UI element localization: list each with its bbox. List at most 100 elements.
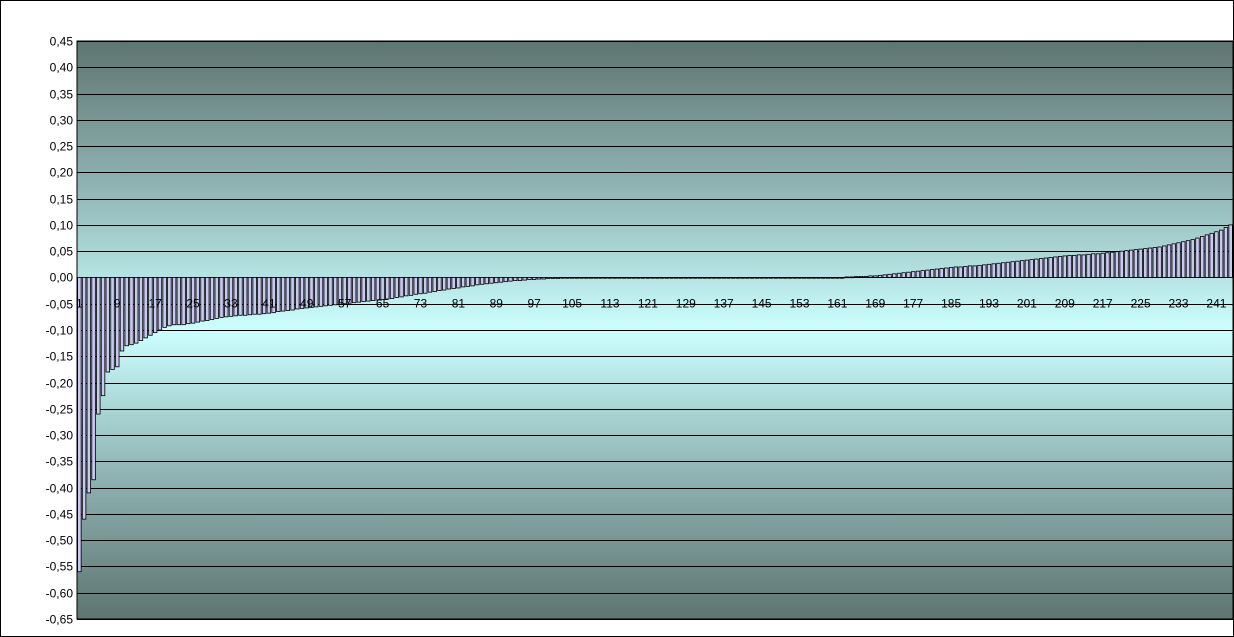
bar: [712, 277, 717, 279]
y-tick-label: 0,35: [50, 88, 74, 102]
bar: [200, 277, 205, 322]
bar: [195, 277, 200, 323]
bar: [238, 277, 243, 316]
bar: [550, 277, 556, 279]
bar: [707, 277, 712, 279]
bar: [764, 277, 769, 279]
y-tick-label: 0,25: [50, 140, 74, 154]
bar: [963, 266, 968, 278]
bar: [584, 277, 589, 279]
bar: [205, 277, 210, 321]
bar: [460, 277, 466, 288]
bar: [574, 277, 579, 279]
bar: [110, 277, 115, 370]
bar: [849, 276, 854, 279]
x-tick-label: 25: [186, 296, 200, 310]
bar: [745, 277, 750, 279]
y-tick-label: -0,65: [46, 613, 74, 627]
x-tick-label: 201: [1017, 296, 1037, 310]
bar: [243, 277, 248, 316]
x-tick-label: 161: [827, 296, 847, 310]
x-tick-label: 9: [114, 296, 121, 310]
bar: [162, 277, 167, 328]
bar: [295, 277, 300, 310]
bar: [408, 277, 414, 296]
bar: [532, 277, 537, 280]
bar: [394, 277, 399, 298]
bar: [721, 277, 726, 279]
bar: [138, 277, 144, 341]
bar: [342, 277, 347, 305]
bar: [749, 277, 755, 279]
bar: [337, 277, 343, 305]
bar: [456, 277, 461, 289]
bar: [1133, 249, 1139, 278]
x-tick-label: 153: [789, 296, 809, 310]
bar: [181, 277, 186, 326]
bar: [1228, 224, 1233, 278]
bar: [134, 277, 139, 344]
bar: [1067, 254, 1072, 278]
bar: [598, 277, 603, 279]
bar: [1076, 254, 1082, 278]
y-tick-label: 0,00: [50, 271, 74, 285]
bar: [219, 277, 224, 318]
bar: [565, 277, 570, 279]
bar: [664, 277, 670, 279]
bar: [479, 277, 485, 285]
bar: [508, 277, 513, 282]
x-tick-label: 241: [1206, 296, 1226, 310]
bar: [404, 277, 409, 297]
bar: [759, 277, 764, 279]
x-tick-label: 49: [300, 296, 314, 310]
y-tick-label: 0,30: [50, 114, 74, 128]
bar: [593, 277, 598, 279]
bar: [100, 277, 106, 397]
bar: [1209, 232, 1214, 278]
x-tick-label: 65: [376, 296, 390, 310]
bar: [792, 277, 797, 279]
bar: [209, 277, 215, 320]
bar: [465, 277, 471, 287]
bar: [1053, 256, 1058, 278]
y-tick-label: -0,25: [46, 403, 74, 417]
bar: [129, 277, 134, 346]
bar: [1072, 254, 1077, 278]
bar: [1166, 244, 1172, 278]
bar: [996, 262, 1001, 278]
y-tick-label: -0,40: [46, 482, 74, 496]
x-tick-label: 193: [979, 296, 999, 310]
bar: [423, 277, 428, 294]
bar: [1010, 261, 1015, 278]
bar: [1143, 248, 1148, 278]
bar: [991, 263, 996, 278]
bar: [513, 277, 518, 282]
x-axis-tick-labels: 1 9 17 25 33 41 49 57 65 73 81 89 97 105 113 121 129 137 1…: [76, 296, 1227, 310]
y-tick-label: 0,05: [50, 245, 74, 259]
bar: [1114, 251, 1120, 278]
bar: [96, 277, 101, 415]
x-tick-label: 73: [414, 296, 428, 310]
bar: [280, 277, 286, 312]
y-axis-tick-labels: 0,45 0,40 0,35 0,30 0,25 0,20 0,15 0,10 0,05 0,00…: [46, 35, 74, 627]
x-tick-label: 233: [1169, 296, 1189, 310]
bar: [640, 277, 646, 279]
y-tick-label: -0,15: [46, 350, 74, 364]
bar: [868, 275, 873, 278]
bar: [896, 272, 902, 278]
y-tick-label: 0,40: [50, 61, 74, 75]
bar: [361, 277, 366, 303]
bar: [669, 277, 674, 279]
bar: [470, 277, 475, 287]
x-tick-label: 225: [1131, 296, 1151, 310]
bar: [413, 277, 418, 295]
bar: [636, 277, 641, 279]
bar: [290, 277, 295, 311]
bar: [446, 277, 452, 290]
bar: [152, 277, 158, 334]
bar: [579, 277, 584, 279]
bars: [77, 221, 1234, 573]
x-tick-label: 113: [600, 296, 619, 310]
bar: [115, 277, 120, 368]
bar: [953, 266, 959, 278]
